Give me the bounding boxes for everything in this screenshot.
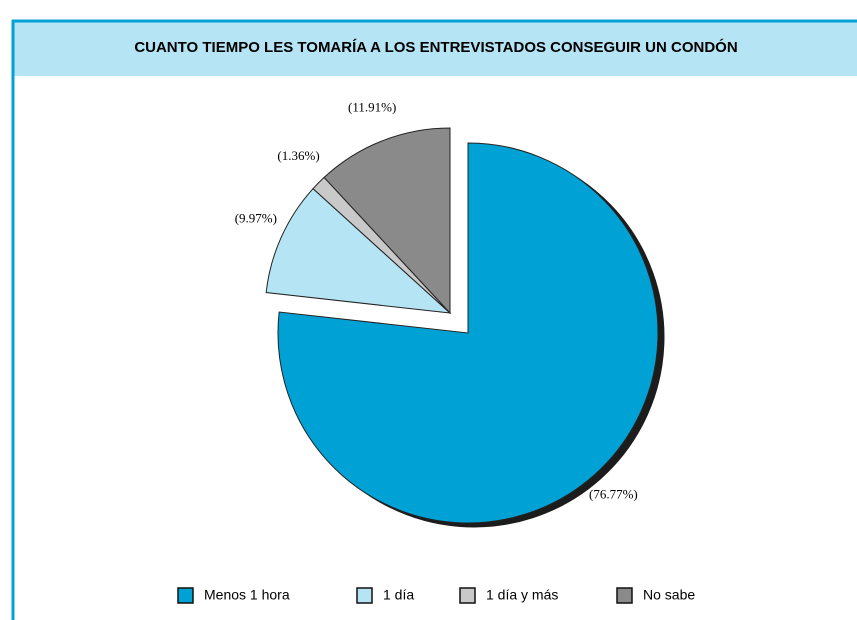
value-label: (1.36%) (277, 148, 319, 163)
pie (265, 127, 659, 524)
value-label: (11.91%) (348, 100, 396, 115)
legend-label: 1 día (383, 587, 414, 603)
legend-swatch (616, 587, 633, 604)
pie-slice (277, 142, 659, 524)
chart-title: CUANTO TIEMPO LES TOMARÍA A LOS ENTREVIS… (134, 38, 737, 56)
legend-swatch (356, 587, 373, 604)
legend-swatch (177, 587, 194, 604)
legend-label: Menos 1 hora (204, 587, 290, 603)
legend-label: 1 día y más (486, 587, 558, 603)
legend-swatch (459, 587, 476, 604)
legend-label: No sabe (643, 587, 695, 603)
pie-slice (323, 127, 451, 315)
value-label: (9.97%) (235, 210, 277, 225)
header-bar (12, 20, 857, 76)
pie-slice (265, 187, 452, 314)
value-label: (76.77%) (589, 486, 638, 501)
